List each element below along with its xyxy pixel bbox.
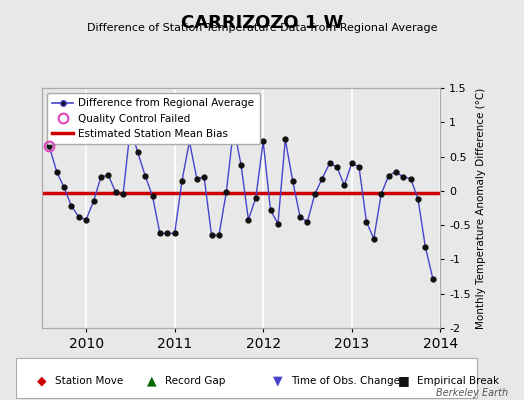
Text: ■: ■	[398, 374, 410, 387]
Text: Station Move: Station Move	[55, 376, 123, 386]
Text: Berkeley Earth: Berkeley Earth	[436, 388, 508, 398]
Y-axis label: Monthly Temperature Anomaly Difference (°C): Monthly Temperature Anomaly Difference (…	[476, 87, 486, 329]
Text: ▼: ▼	[272, 374, 282, 387]
Text: CARRIZOZO 1 W: CARRIZOZO 1 W	[181, 14, 343, 32]
Text: Time of Obs. Change: Time of Obs. Change	[291, 376, 400, 386]
Text: Difference of Station Temperature Data from Regional Average: Difference of Station Temperature Data f…	[87, 23, 437, 33]
Text: Record Gap: Record Gap	[165, 376, 225, 386]
Text: ▲: ▲	[147, 374, 156, 387]
Text: Empirical Break: Empirical Break	[417, 376, 499, 386]
Text: ◆: ◆	[37, 374, 46, 387]
Legend: Difference from Regional Average, Quality Control Failed, Estimated Station Mean: Difference from Regional Average, Qualit…	[47, 93, 259, 144]
